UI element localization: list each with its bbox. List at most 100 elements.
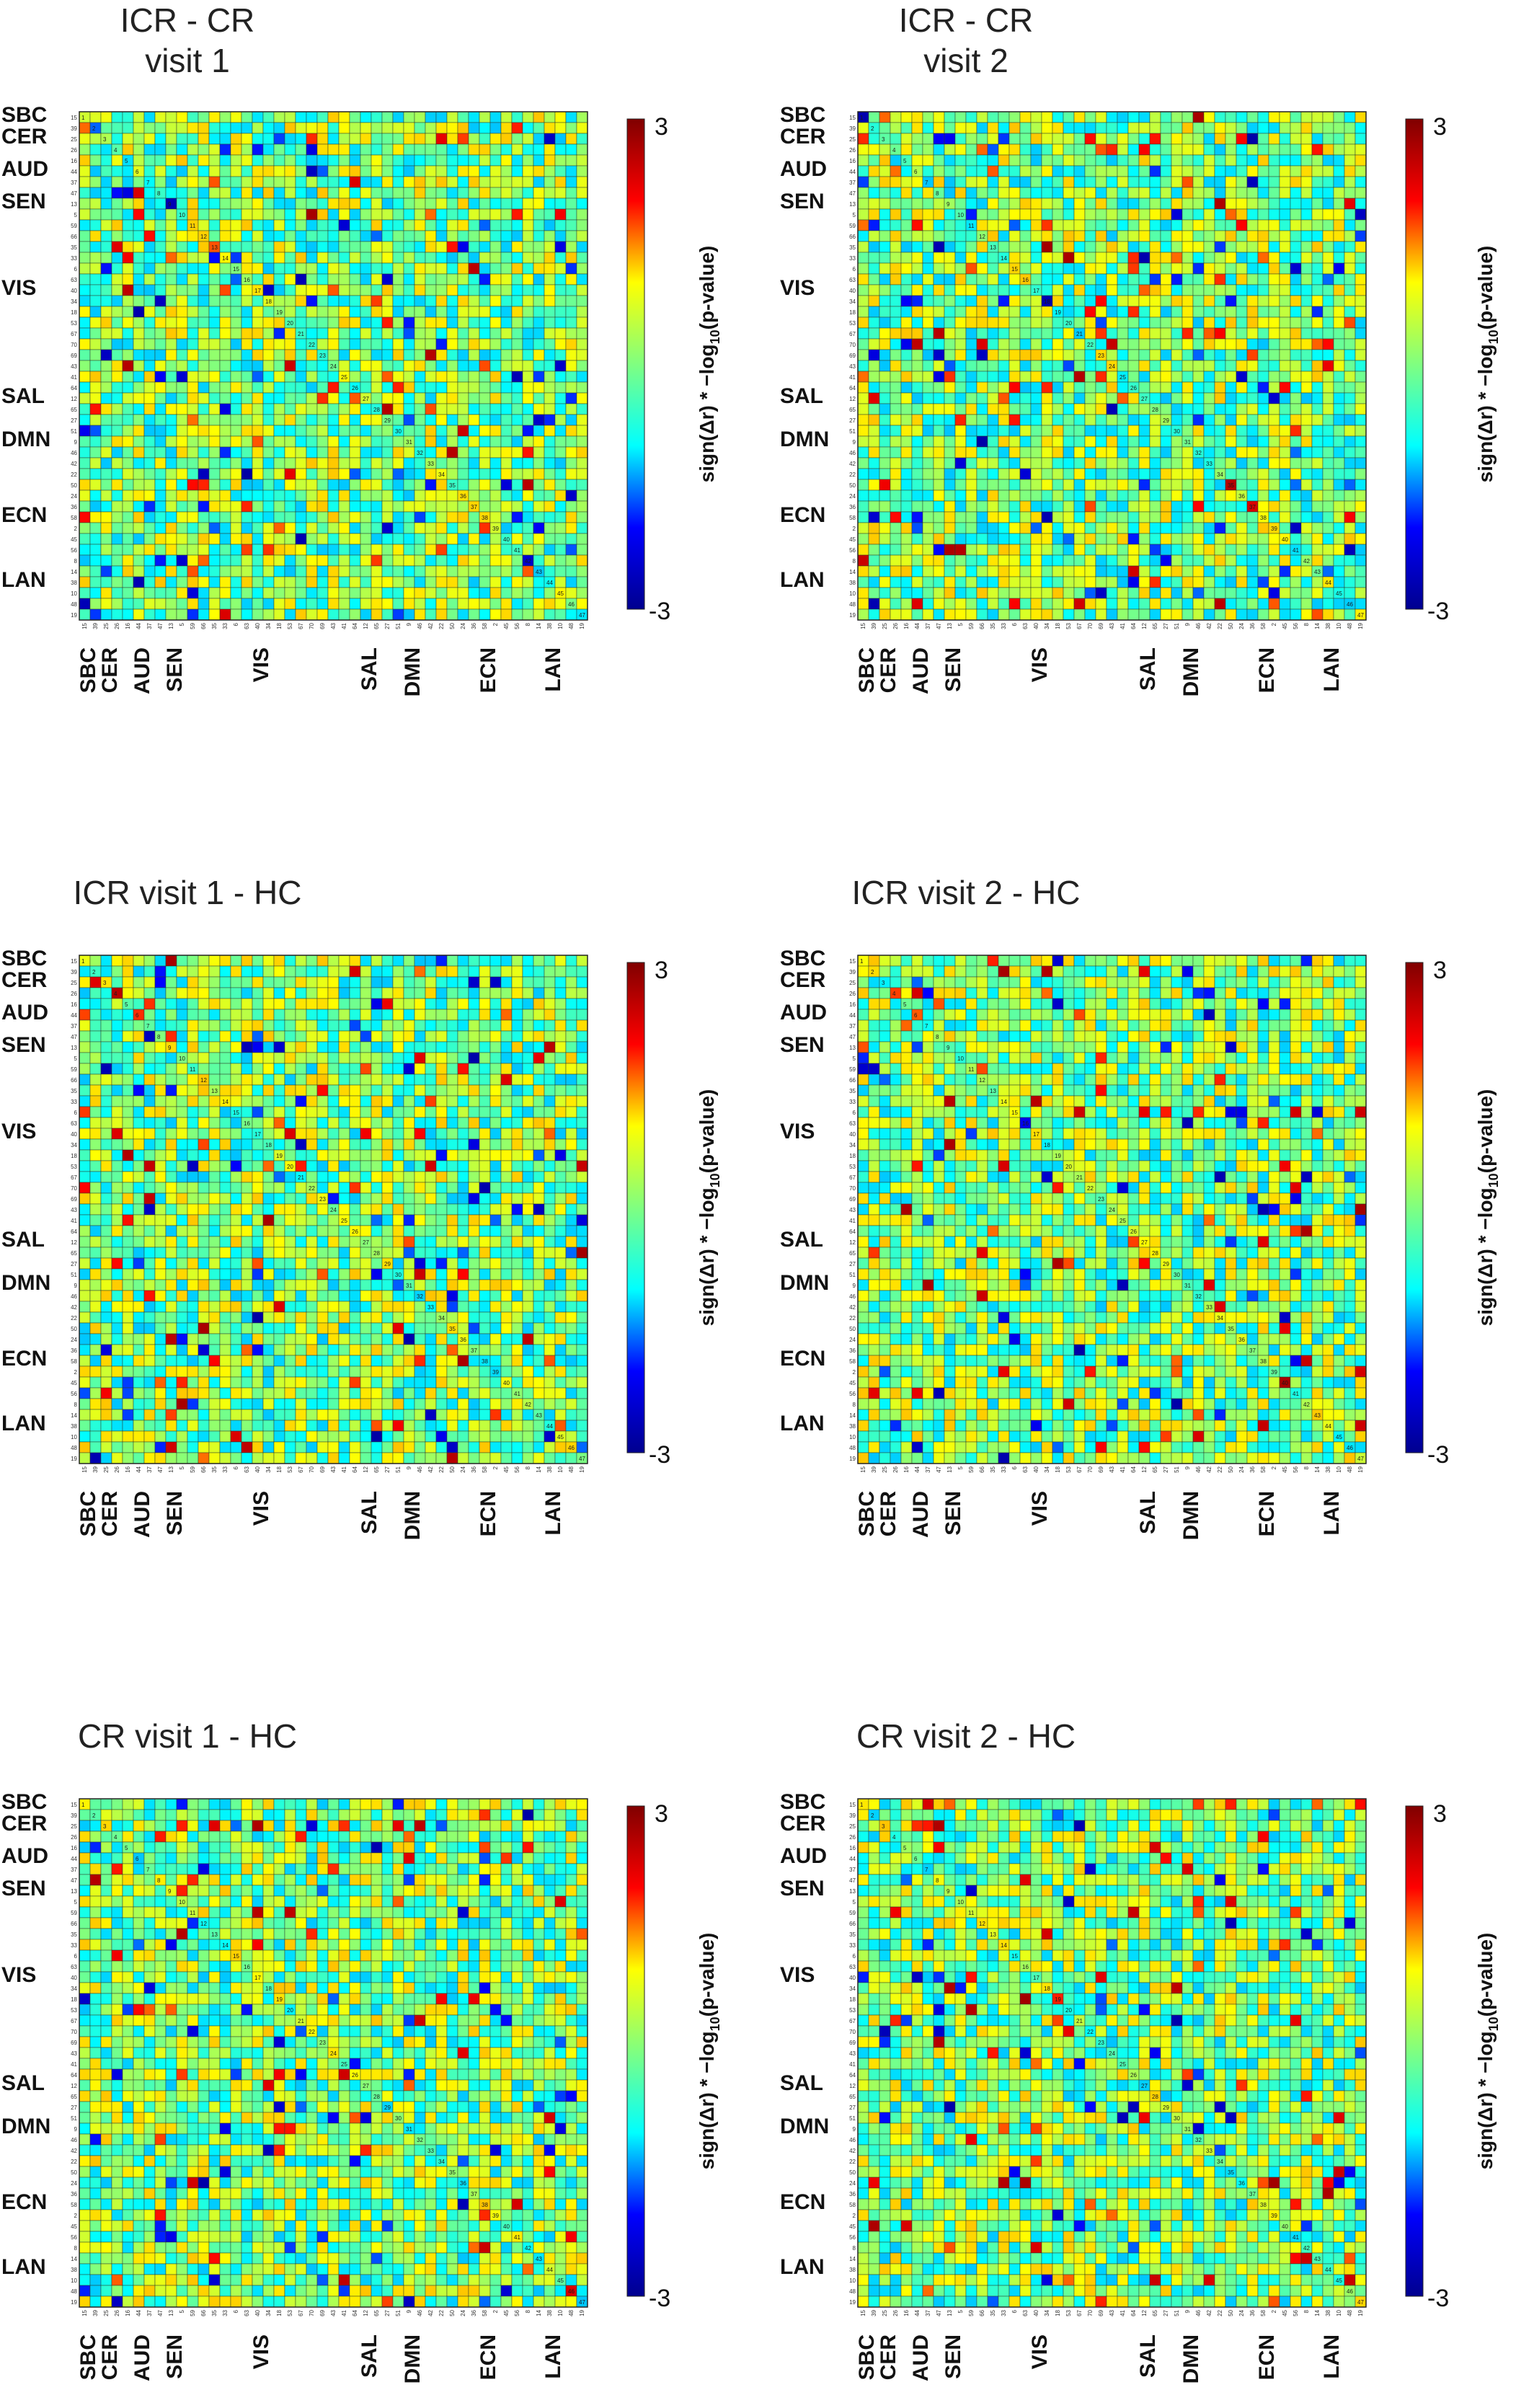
heatmap-cell	[1008, 111, 1021, 123]
heatmap-cell	[1246, 219, 1259, 231]
heatmap-cell	[1300, 533, 1313, 545]
row-tick-label: 66	[849, 234, 856, 240]
heatmap-cell	[998, 457, 1010, 469]
heatmap-cell	[1171, 392, 1183, 404]
heatmap-cell	[1246, 544, 1259, 556]
heatmap-cell	[933, 544, 945, 556]
heatmap-cell	[1225, 273, 1237, 285]
heatmap-cell	[1084, 457, 1096, 469]
heatmap-cell	[198, 165, 210, 177]
heatmap-cell	[1246, 576, 1259, 588]
heatmap-cell	[1019, 511, 1032, 523]
heatmap-cell	[165, 176, 177, 188]
heatmap-cell	[349, 500, 361, 513]
heatmap-cell	[565, 262, 577, 275]
heatmap-cell	[1181, 252, 1194, 264]
heatmap-cell	[511, 381, 523, 394]
heatmap-cell	[565, 468, 577, 480]
heatmap-cell	[1322, 500, 1334, 513]
heatmap-cell	[295, 544, 307, 556]
heatmap-cell	[252, 133, 264, 145]
heatmap-cell	[241, 598, 253, 610]
heatmap-cell	[500, 576, 513, 588]
heatmap-cell	[998, 349, 1010, 361]
heatmap-cell	[1019, 349, 1032, 361]
heatmap-cell	[468, 230, 480, 242]
heatmap-cell	[316, 522, 329, 534]
heatmap-cell	[1041, 208, 1053, 221]
heatmap-cell	[133, 208, 145, 221]
heatmap-cell	[976, 133, 988, 145]
heatmap-cell	[1052, 349, 1064, 361]
heatmap-cell	[1171, 587, 1183, 599]
heatmap-cell	[1138, 425, 1150, 437]
heatmap-cell	[111, 544, 123, 556]
heatmap-cell	[1181, 122, 1194, 134]
heatmap-cell	[1214, 219, 1226, 231]
heatmap-cell	[100, 414, 112, 426]
heatmap-cell	[944, 371, 956, 383]
heatmap-cell	[446, 284, 458, 296]
heatmap-cell	[879, 479, 891, 491]
heatmap-cell	[1063, 165, 1075, 177]
heatmap-cell	[954, 349, 967, 361]
heatmap-cell	[425, 187, 437, 199]
diagonal-number: 17	[1033, 288, 1039, 294]
heatmap-cell	[327, 111, 340, 123]
heatmap-cell	[544, 955, 556, 967]
diagonal-number: 8	[157, 190, 161, 197]
heatmap-cell	[327, 511, 340, 523]
heatmap-cell	[900, 565, 913, 577]
heatmap-cell	[1192, 252, 1205, 264]
heatmap-cell	[1160, 565, 1172, 577]
heatmap-cell	[1300, 327, 1313, 340]
column-tick-label: 64	[352, 622, 358, 629]
heatmap-cell	[944, 457, 956, 469]
heatmap-cell	[381, 284, 394, 296]
heatmap-cell	[933, 468, 945, 480]
heatmap-cell	[1311, 349, 1324, 361]
heatmap-cell	[360, 154, 372, 167]
heatmap-cell	[1311, 165, 1324, 177]
heatmap-cell	[890, 522, 902, 534]
heatmap-cell	[879, 273, 891, 285]
column-tick-label: 47	[936, 622, 942, 629]
heatmap-cell	[1052, 219, 1064, 231]
heatmap-cell	[468, 965, 480, 978]
heatmap-cell	[1268, 317, 1280, 329]
heatmap-cell	[1149, 143, 1161, 156]
heatmap-cell	[360, 976, 372, 988]
heatmap-cell	[1300, 165, 1313, 177]
heatmap-cell	[349, 468, 361, 480]
heatmap-cell	[208, 317, 221, 329]
heatmap-cell	[511, 198, 523, 210]
heatmap-cell	[1160, 273, 1172, 285]
heatmap-cell	[252, 533, 264, 545]
heatmap-cell	[79, 598, 91, 610]
heatmap-cell	[219, 262, 231, 275]
heatmap-cell	[338, 143, 350, 156]
heatmap-cell	[565, 306, 577, 318]
heatmap-cell	[890, 435, 902, 448]
heatmap-cell	[954, 143, 967, 156]
heatmap-cell	[273, 133, 285, 145]
heatmap-chart: 1234567891011121314151617181920212223242…	[1, 947, 722, 1540]
heatmap-cell	[435, 608, 448, 621]
heatmap-cell	[392, 435, 404, 448]
heatmap-cell	[1106, 425, 1118, 437]
heatmap-cell	[208, 338, 221, 350]
heatmap-cell	[1138, 403, 1150, 415]
heatmap-cell	[1355, 576, 1367, 588]
heatmap-cell	[316, 230, 329, 242]
heatmap-cell	[1311, 273, 1324, 285]
heatmap-cell	[1214, 544, 1226, 556]
heatmap-cell	[360, 230, 372, 242]
heatmap-cell	[868, 284, 880, 296]
heatmap-cell	[1246, 371, 1259, 383]
heatmap-cell	[403, 208, 415, 221]
heatmap-cell	[219, 241, 231, 253]
heatmap-cell	[1052, 479, 1064, 491]
heatmap-cell	[489, 133, 502, 145]
column-tick-label: 67	[298, 622, 304, 629]
